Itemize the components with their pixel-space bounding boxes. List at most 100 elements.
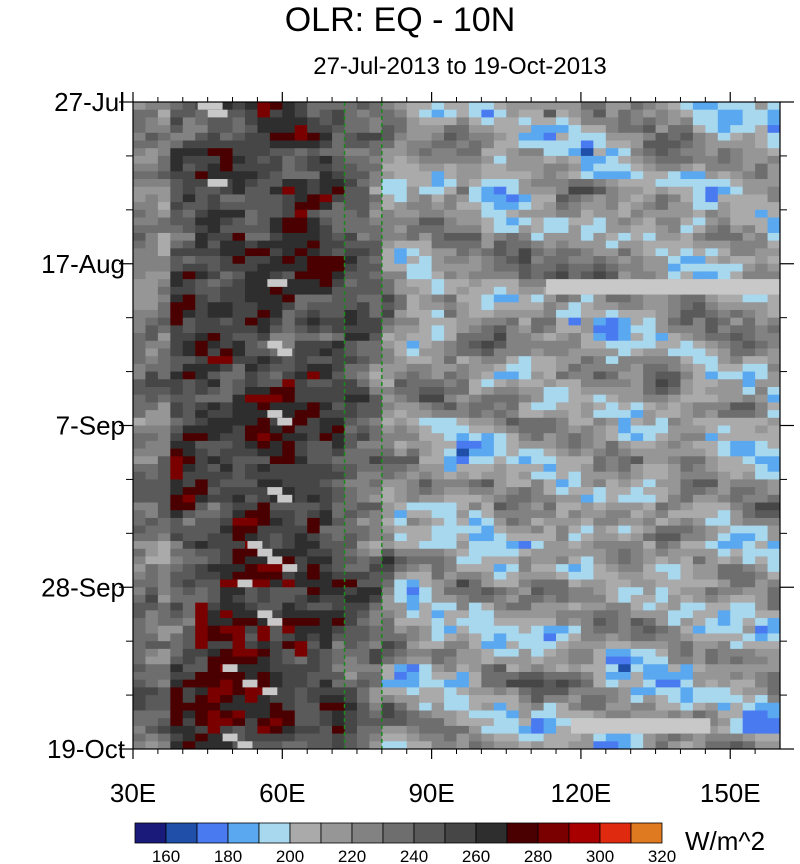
olr-cell [692,564,706,573]
olr-cell [730,125,744,134]
olr-cell [543,618,557,627]
olr-cell [369,525,383,534]
olr-cell [742,179,756,188]
olr-cell [419,695,433,704]
olr-cell [257,340,271,350]
olr-cell [332,710,346,719]
olr-cell [406,687,420,696]
olr-cell [332,302,346,311]
olr-cell [332,394,346,403]
olr-cell [742,648,756,658]
olr-cell [133,533,147,542]
olr-cell [518,502,532,511]
olr-cell [269,240,283,249]
olr-cell [444,271,458,280]
olr-cell [493,456,507,465]
olr-cell [431,186,445,196]
olr-cell [668,256,682,265]
olr-cell [170,340,184,350]
olr-cell [145,733,159,742]
olr-cell [419,279,433,288]
olr-cell [518,710,532,719]
olr-cell [742,471,756,481]
olr-cell [207,271,221,280]
olr-cell [680,656,694,665]
olr-cell [568,363,582,373]
olr-cell [605,155,619,165]
olr-cell [767,256,780,265]
olr-cell [157,448,171,457]
olr-cell [456,633,470,642]
olr-cell [717,309,731,319]
olr-cell [593,517,607,527]
olr-cell [531,625,545,635]
olr-cell [568,102,582,111]
olr-cell [431,641,445,650]
olr-cell [431,279,445,288]
olr-cell [419,494,433,504]
olr-cell [282,679,296,688]
olr-cell [282,240,296,249]
olr-cell [406,710,420,719]
olr-cell [133,225,147,234]
olr-cell [344,487,358,496]
olr-cell [730,263,744,273]
olr-cell [269,702,283,712]
olr-cell [394,202,408,211]
olr-cell [244,587,259,596]
olr-cell [294,202,308,211]
olr-cell [170,317,184,326]
olr-cell [294,494,308,504]
olr-cell [556,718,570,727]
olr-cell [431,340,445,350]
olr-cell [170,225,184,234]
olr-cell [269,456,283,465]
olr-cell [705,109,719,118]
olr-cell [643,263,657,273]
olr-cell [742,148,756,157]
olr-cell [456,356,470,365]
olr-cell [692,171,706,180]
olr-cell [332,132,346,142]
olr-cell [493,417,507,427]
olr-cell [294,163,308,172]
olr-cell [767,571,780,581]
olr-cell [282,510,296,519]
olr-cell [680,587,694,596]
olr-cell [406,625,420,635]
olr-cell [307,294,321,303]
olr-cell [468,471,482,481]
olr-cell [767,440,780,450]
olr-cell [630,202,644,211]
olr-cell [269,633,283,642]
olr-cell [369,656,383,665]
olr-cell [394,702,408,712]
olr-cell [543,440,557,450]
olr-cell [717,302,731,311]
olr-cell [232,502,246,511]
olr-cell [431,417,445,427]
olr-cell [518,155,532,165]
olr-cell [755,356,769,365]
olr-cell [157,286,171,296]
olr-cell [493,517,507,527]
olr-cell [481,464,495,473]
olr-cell [419,102,433,111]
olr-cell [182,348,196,357]
olr-cell [506,725,520,735]
olr-cell [282,309,296,319]
olr-cell [556,402,570,411]
olr-cell [170,209,184,219]
olr-cell [157,433,171,442]
olr-cell [518,225,532,234]
olr-cell [543,733,557,742]
olr-cell [394,171,408,180]
olr-cell [294,648,308,658]
olr-cell [356,641,370,650]
olr-cell [456,594,470,604]
olr-cell [282,433,296,442]
olr-cell [543,371,557,380]
olr-cell [356,564,370,573]
olr-cell [195,325,209,334]
olr-cell [282,718,296,727]
